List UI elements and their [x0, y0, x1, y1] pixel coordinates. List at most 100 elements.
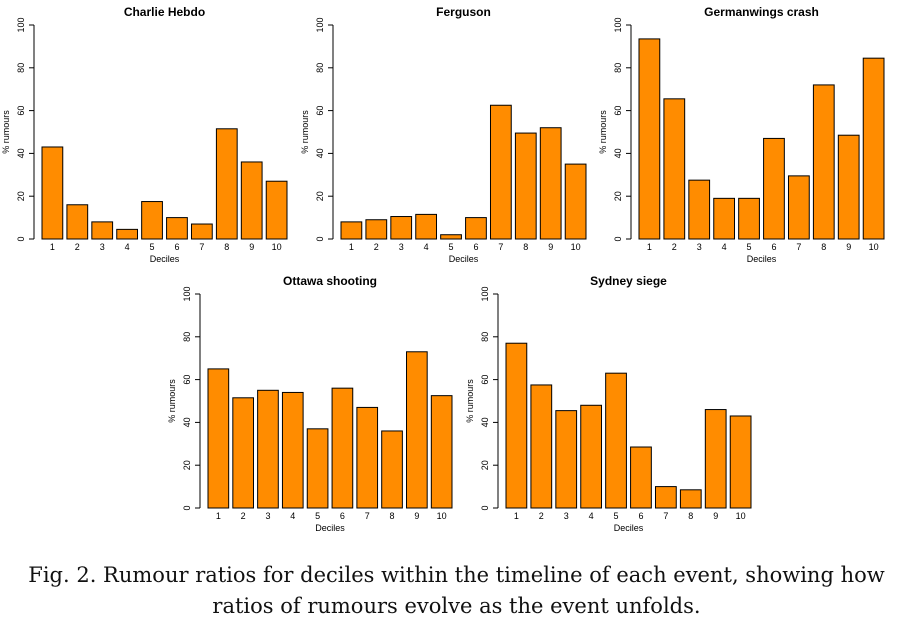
bar — [713, 197, 736, 240]
x-tick-label: 10 — [869, 242, 879, 252]
x-axis-label: Deciles — [315, 523, 345, 533]
bar — [564, 163, 587, 240]
x-tick-label: 5 — [449, 242, 454, 252]
bar — [605, 372, 627, 509]
y-axis-label: % rumours — [598, 110, 608, 154]
y-tick-label: 0 — [182, 505, 192, 510]
x-tick-label: 1 — [647, 242, 652, 252]
y-tick-label: 0 — [480, 505, 490, 510]
x-tick-label: 5 — [747, 242, 752, 252]
y-tick-label: 100 — [315, 17, 325, 32]
x-tick-label: 2 — [539, 511, 544, 521]
x-tick-label: 1 — [50, 242, 55, 252]
bar — [530, 384, 553, 509]
bar — [729, 415, 752, 509]
x-tick-label: 3 — [265, 511, 270, 521]
y-tick-label: 20 — [182, 460, 192, 470]
bar — [638, 38, 661, 240]
y-tick-label: 60 — [182, 375, 192, 385]
chart-title: Germanwings crash — [704, 5, 819, 19]
y-tick-label: 100 — [613, 17, 623, 32]
x-tick-label: 6 — [340, 511, 345, 521]
y-tick-label: 100 — [16, 17, 26, 32]
bar — [415, 213, 438, 240]
x-tick-label: 8 — [224, 242, 229, 252]
x-tick-label: 10 — [736, 511, 746, 521]
x-tick-label: 7 — [796, 242, 801, 252]
x-axis-label: Deciles — [449, 254, 479, 264]
y-tick-label: 20 — [613, 191, 623, 201]
y-tick-label: 80 — [480, 332, 490, 342]
x-tick-label: 7 — [199, 242, 204, 252]
bar — [763, 137, 785, 240]
figure-caption: Fig. 2. Rumour ratios for deciles within… — [0, 560, 913, 622]
bar — [812, 84, 835, 240]
y-tick-label: 60 — [16, 106, 26, 116]
y-tick-label: 60 — [480, 375, 490, 385]
y-tick-label: 60 — [613, 106, 623, 116]
y-tick-label: 60 — [315, 106, 325, 116]
bar — [663, 98, 686, 240]
bar — [240, 161, 263, 240]
x-tick-label: 8 — [688, 511, 693, 521]
y-tick-label: 40 — [16, 148, 26, 158]
x-tick-label: 5 — [315, 511, 320, 521]
bar — [66, 204, 89, 240]
bar — [207, 368, 230, 509]
x-tick-label: 3 — [564, 511, 569, 521]
bar — [688, 179, 711, 240]
bar — [340, 221, 363, 240]
bar — [306, 428, 329, 509]
bar — [787, 175, 810, 240]
y-tick-label: 80 — [613, 63, 623, 73]
bar — [215, 128, 238, 240]
y-tick-label: 20 — [16, 191, 26, 201]
y-tick-label: 40 — [480, 417, 490, 427]
bar — [580, 404, 603, 509]
x-tick-label: 7 — [365, 511, 370, 521]
bar — [862, 57, 885, 240]
x-axis-label: Deciles — [150, 254, 180, 264]
y-tick-label: 80 — [16, 63, 26, 73]
x-tick-label: 2 — [241, 511, 246, 521]
bar — [356, 406, 379, 509]
x-tick-label: 6 — [473, 242, 478, 252]
bar — [257, 389, 279, 509]
bar — [704, 409, 727, 509]
x-tick-label: 6 — [174, 242, 179, 252]
chart-title: Charlie Hebdo — [124, 5, 205, 19]
bar — [232, 397, 254, 509]
bar — [116, 228, 139, 240]
bar — [141, 201, 163, 240]
bar — [539, 127, 562, 240]
bar — [365, 219, 388, 240]
x-tick-label: 1 — [216, 511, 221, 521]
x-tick-label: 9 — [548, 242, 553, 252]
bar — [91, 221, 114, 240]
x-tick-label: 9 — [414, 511, 419, 521]
x-axis-label: Deciles — [747, 254, 777, 264]
y-axis-label: % rumours — [465, 379, 475, 423]
x-tick-label: 4 — [589, 511, 594, 521]
bar — [281, 391, 304, 509]
x-tick-label: 6 — [771, 242, 776, 252]
y-tick-label: 40 — [315, 148, 325, 158]
bar — [390, 216, 413, 240]
bar — [679, 489, 702, 509]
bar — [430, 395, 453, 509]
x-tick-label: 2 — [75, 242, 80, 252]
y-tick-label: 100 — [182, 286, 192, 301]
bar — [630, 446, 652, 509]
y-tick-label: 80 — [315, 63, 325, 73]
bar — [166, 217, 188, 240]
bar — [381, 430, 403, 509]
chart-title: Ferguson — [436, 5, 491, 19]
x-axis-label: Deciles — [614, 523, 644, 533]
bar — [514, 132, 537, 240]
bar — [331, 387, 354, 509]
x-tick-label: 8 — [390, 511, 395, 521]
caption-line-1: Fig. 2. Rumour ratios for deciles within… — [28, 563, 885, 587]
